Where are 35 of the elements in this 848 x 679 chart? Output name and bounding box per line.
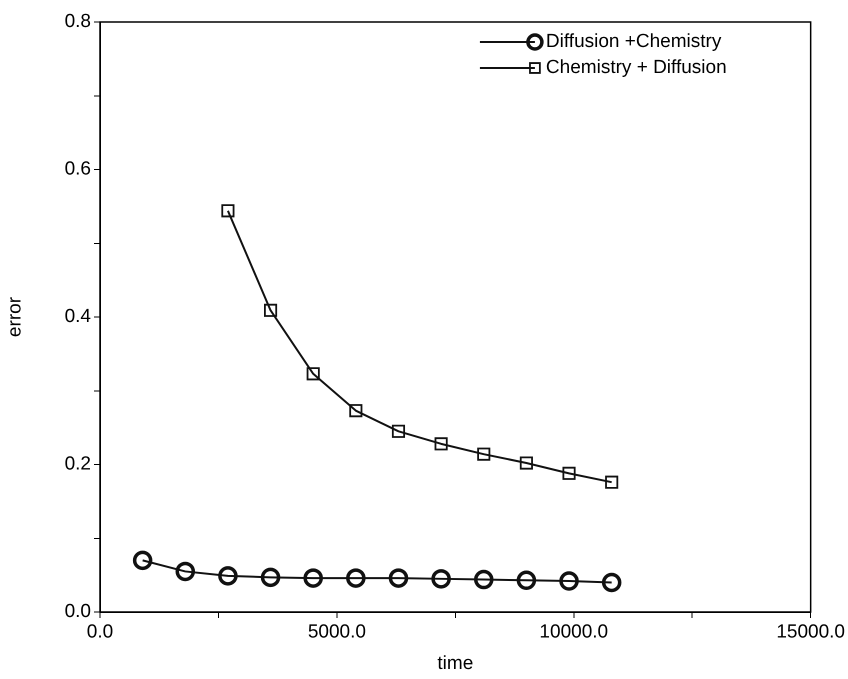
point bbox=[602, 572, 622, 592]
point bbox=[605, 476, 618, 489]
y-tick-label: 0.4 bbox=[64, 306, 92, 328]
point bbox=[349, 404, 362, 418]
x-tick-label: 10000.0 bbox=[539, 622, 608, 643]
point bbox=[562, 466, 576, 480]
y-axis-title: error bbox=[4, 296, 26, 338]
point bbox=[388, 568, 408, 588]
legend-label: Diffusion +Chemistry bbox=[546, 31, 722, 52]
point bbox=[346, 568, 366, 588]
x-axis-title: time bbox=[437, 652, 474, 674]
point bbox=[132, 550, 152, 570]
point bbox=[303, 568, 323, 588]
y-tick-label: 0.8 bbox=[64, 11, 91, 32]
point bbox=[264, 304, 278, 317]
y-tick-label: 0.6 bbox=[64, 158, 91, 180]
x-tick-label: 5000.0 bbox=[308, 622, 366, 643]
point bbox=[221, 204, 234, 218]
point bbox=[260, 568, 280, 588]
x-tick-label: 15000.0 bbox=[776, 622, 846, 643]
x-tick-label: 0.0 bbox=[86, 622, 114, 643]
point bbox=[477, 448, 490, 461]
y-tick-label: 0.0 bbox=[64, 601, 91, 622]
point bbox=[392, 424, 406, 438]
legend-label: Chemistry + Diffusion bbox=[546, 57, 727, 78]
point bbox=[434, 437, 448, 450]
point bbox=[218, 566, 238, 586]
point bbox=[520, 456, 533, 470]
y-tick-label: 0.2 bbox=[64, 454, 91, 475]
point bbox=[176, 562, 196, 582]
point bbox=[474, 570, 494, 590]
point bbox=[431, 569, 451, 589]
point bbox=[306, 367, 320, 380]
point bbox=[516, 570, 536, 590]
point bbox=[559, 571, 579, 591]
